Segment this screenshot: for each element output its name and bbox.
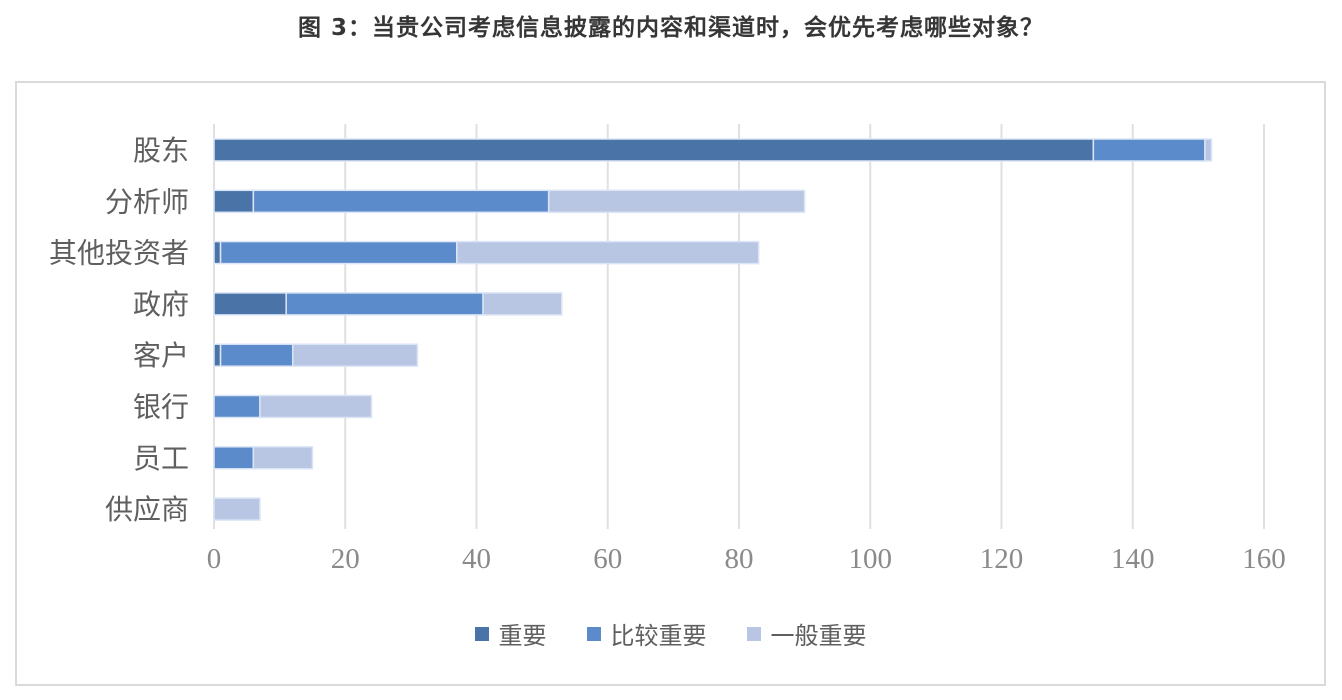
bar-segment [213, 497, 261, 521]
bar-segment [213, 189, 255, 214]
category-label: 其他投资者 [49, 238, 189, 270]
x-tick-label: 140 [1111, 543, 1155, 575]
bar-segment [259, 394, 373, 419]
bar-segment [213, 138, 1095, 162]
category-label: 客户 [133, 340, 189, 372]
x-tick-label: 0 [207, 543, 222, 575]
x-tick-label: 40 [462, 543, 491, 575]
category-label: 供应商 [105, 494, 189, 526]
bar-segment [285, 292, 484, 316]
category-label: 银行 [133, 392, 189, 424]
bar-segment [547, 189, 806, 214]
chart-legend: 重要 比较重要 一般重要 [17, 616, 1324, 651]
figure-title: 图 3：当贵公司考虑信息披露的内容和渠道时，会优先考虑哪些对象？ [297, 15, 1044, 41]
legend-item: 一般重要 [746, 616, 867, 651]
bar-segment [482, 292, 563, 316]
legend-marker [474, 626, 489, 641]
bar-segment [219, 240, 458, 265]
category-label: 分析师 [105, 186, 189, 218]
x-tick-label: 60 [593, 543, 622, 575]
bar-segment [1204, 138, 1213, 162]
category-label: 员工 [133, 444, 189, 475]
legend-label: 比较重要 [610, 624, 707, 650]
bar-segment [213, 292, 287, 316]
legend-item: 比较重要 [586, 616, 707, 651]
category-label: 政府 [133, 289, 189, 321]
category-label: 股东 [133, 135, 189, 167]
bar-segment [456, 240, 760, 265]
chart-frame: 0 20 40 60 80 100 120 140 160 股东分析师其他投资者政府客户银行员工供… [15, 81, 1326, 686]
bar-segment [213, 240, 222, 265]
bar-segment [213, 446, 255, 470]
legend-marker [586, 626, 601, 641]
bar-segment [219, 343, 294, 367]
bar-segment [213, 394, 261, 419]
x-tick-label: 100 [849, 543, 893, 575]
bar-segment [213, 343, 222, 367]
legend-label: 重要 [498, 624, 547, 650]
bar-segment [292, 343, 419, 367]
legend-label: 一般重要 [770, 624, 867, 650]
bar-segment [252, 446, 314, 470]
chart-svg: 0 20 40 60 80 100 120 140 160 股东分析师其他投资者政府客户银行员工供… [49, 124, 1286, 575]
bar-segment [1092, 138, 1206, 162]
x-tick-label: 80 [725, 543, 754, 575]
bar-segment [252, 189, 550, 214]
x-tick-label: 120 [980, 543, 1024, 575]
x-tick-label: 20 [331, 543, 360, 575]
legend-marker [746, 626, 761, 641]
x-tick-label: 160 [1242, 543, 1286, 575]
legend-item: 重要 [474, 616, 547, 651]
